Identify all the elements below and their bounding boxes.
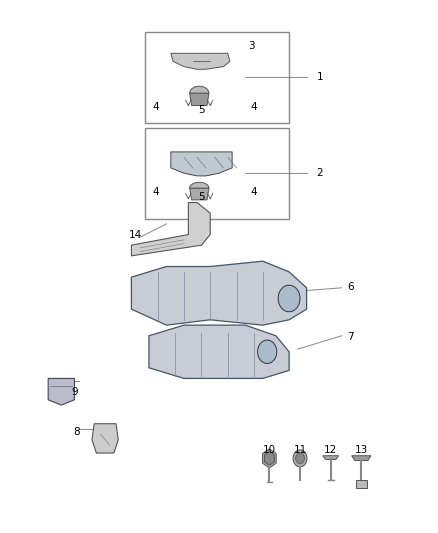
Text: 7: 7	[347, 332, 354, 342]
Polygon shape	[149, 325, 289, 378]
Polygon shape	[265, 451, 274, 465]
Bar	[145, 32, 289, 123]
Text: 11: 11	[293, 446, 307, 455]
Text: 2: 2	[316, 168, 323, 178]
Polygon shape	[131, 261, 307, 325]
Polygon shape	[190, 188, 209, 200]
Polygon shape	[171, 152, 232, 176]
Text: 4: 4	[152, 187, 159, 197]
Polygon shape	[258, 340, 277, 364]
Polygon shape	[48, 378, 74, 405]
Text: 8: 8	[73, 427, 80, 437]
Bar	[145, 128, 289, 219]
Polygon shape	[262, 449, 276, 468]
Text: 13: 13	[355, 446, 368, 455]
Text: 3: 3	[247, 42, 254, 51]
Polygon shape	[171, 53, 230, 69]
Text: 12: 12	[324, 446, 337, 455]
Polygon shape	[131, 203, 210, 256]
Polygon shape	[356, 480, 367, 488]
Polygon shape	[296, 453, 304, 464]
Text: 4: 4	[251, 102, 258, 111]
Text: 1: 1	[316, 72, 323, 82]
Text: 4: 4	[152, 102, 159, 111]
Text: 6: 6	[347, 282, 354, 292]
Polygon shape	[352, 456, 371, 461]
Polygon shape	[190, 86, 209, 93]
Text: 5: 5	[198, 192, 205, 202]
Polygon shape	[190, 93, 209, 106]
Text: 10: 10	[263, 446, 276, 455]
Text: 9: 9	[71, 387, 78, 397]
Polygon shape	[190, 182, 209, 188]
Polygon shape	[278, 285, 300, 312]
Polygon shape	[323, 456, 339, 459]
Text: 5: 5	[198, 106, 205, 115]
Polygon shape	[92, 424, 118, 453]
Text: 14: 14	[129, 230, 142, 239]
Polygon shape	[293, 450, 307, 467]
Text: 4: 4	[251, 187, 258, 197]
